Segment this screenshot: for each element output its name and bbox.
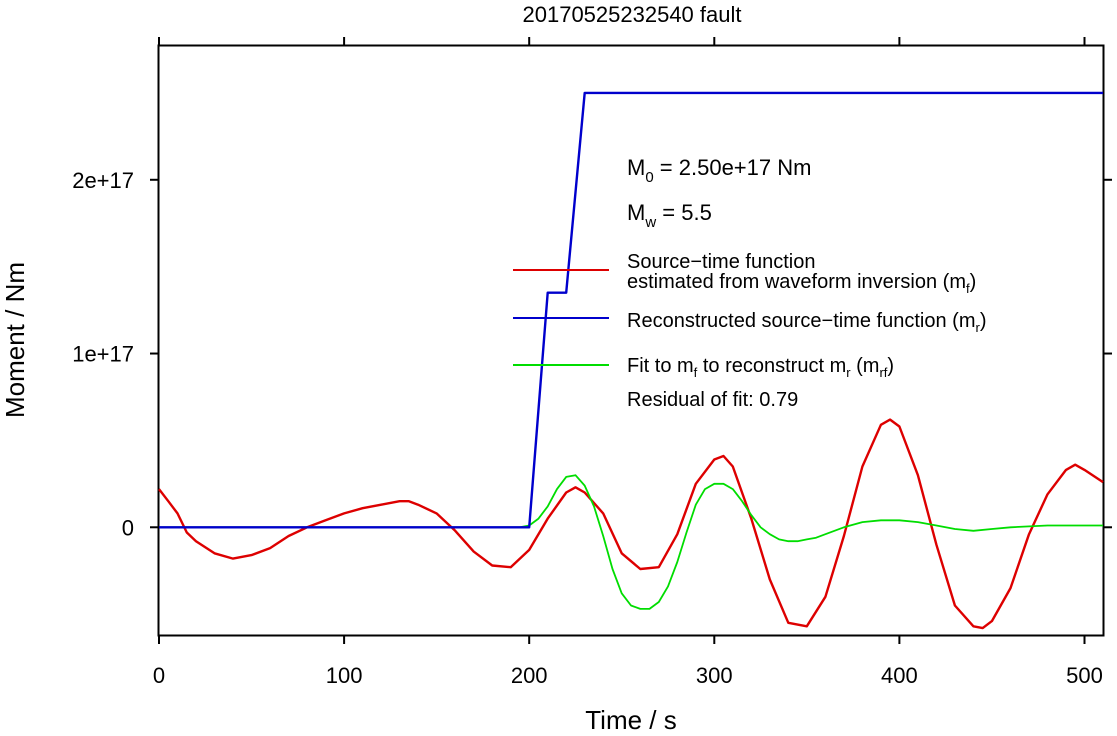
moment-magnitude-annotation: Mw = 5.5 (627, 200, 712, 231)
annotations: M0 = 2.50e+17 Nm Mw = 5.5 (627, 155, 811, 231)
legend-label-fit: Fit to mf to reconstruct mr (mrf) (627, 355, 894, 380)
plot-area (150, 37, 1112, 644)
y-tick-labels: 0 1e+17 2e+17 (72, 168, 134, 540)
axis-ticks (150, 37, 1112, 644)
seismic-moment-annotation: M0 = 2.50e+17 Nm (627, 155, 811, 186)
y-tick-label: 0 (122, 515, 134, 540)
x-tick-label: 500 (1066, 663, 1103, 688)
y-tick-label: 2e+17 (72, 168, 134, 193)
x-tick-label: 300 (696, 663, 733, 688)
y-axis-label: Moment / Nm (0, 262, 30, 418)
x-axis-label: Time / s (585, 705, 676, 735)
residual-annotation: Residual of fit: 0.79 (627, 389, 798, 411)
series-layer (158, 91, 1104, 630)
series-line-fit (159, 474, 1103, 610)
legend-label-source-time-function: Source−time function estimated from wave… (627, 251, 976, 296)
series-line-reconstructed (159, 91, 1103, 529)
x-tick-label: 0 (153, 663, 165, 688)
y-tick-label: 1e+17 (72, 342, 134, 367)
x-tick-label: 200 (511, 663, 548, 688)
x-tick-label: 400 (881, 663, 918, 688)
plot-frame (157, 44, 1105, 637)
x-tick-label: 100 (326, 663, 363, 688)
x-tick-labels: 0 100 200 300 400 500 (153, 663, 1103, 688)
legend: Source−time function estimated from wave… (513, 251, 987, 411)
legend-label-reconstructed: Reconstructed source−time function (mr) (627, 310, 987, 335)
chart-title: 20170525232540 fault (523, 2, 742, 27)
series-line-source-time-function (158, 418, 1104, 630)
